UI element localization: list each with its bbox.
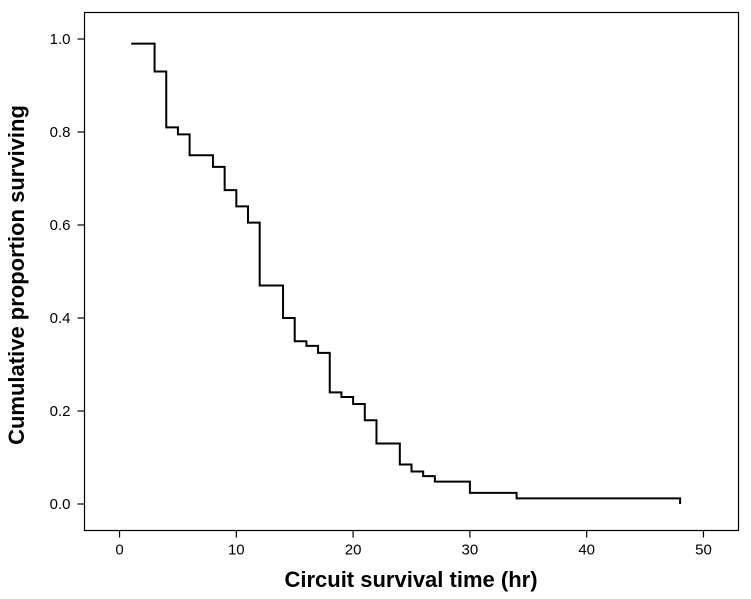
y-tick-label: 1.0 [50, 31, 71, 48]
x-axis-title: Circuit survival time (hr) [284, 567, 537, 592]
survival-step-line [131, 42, 682, 504]
x-tick-label: 30 [462, 542, 479, 559]
x-tick-label: 20 [345, 542, 362, 559]
x-tick-label: 10 [228, 542, 245, 559]
x-tick-label: 0 [115, 542, 123, 559]
y-axis: 0.0 0.2 0.4 0.6 0.8 1.0 [50, 31, 85, 513]
plot-frame [83, 11, 740, 532]
x-tick-label: 50 [695, 542, 712, 559]
x-tick-label: 40 [578, 542, 595, 559]
y-tick-label: 0.6 [50, 217, 71, 234]
y-tick-label: 0.4 [50, 310, 71, 327]
y-axis-title: Cumulative proportion surviving [4, 105, 29, 445]
y-tick-label: 0.0 [50, 496, 71, 513]
series-layer [131, 42, 682, 504]
y-tick-label: 0.8 [50, 124, 71, 141]
y-tick-label: 0.2 [50, 403, 71, 420]
x-axis: 0 10 20 30 40 50 [115, 530, 712, 559]
